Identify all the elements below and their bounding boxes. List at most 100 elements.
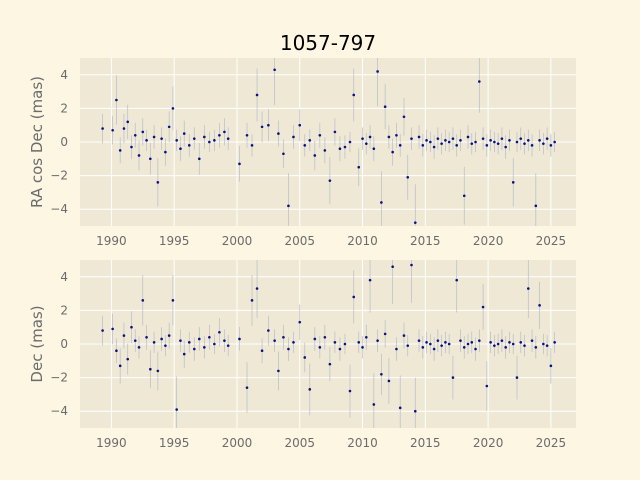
dec-data-point <box>538 304 541 307</box>
dec-data-point <box>459 339 462 342</box>
dec-data-point <box>455 278 459 282</box>
dec-x-tick-label: 2010 <box>347 436 378 450</box>
ra-data-point <box>303 144 307 147</box>
ra-data-point <box>197 157 201 161</box>
ra-data-point <box>167 125 171 129</box>
dec-data-point <box>149 367 152 371</box>
dec-data-point <box>417 339 421 342</box>
ra-data-point <box>133 133 137 137</box>
dec-data-point <box>115 349 118 353</box>
ra-x-tick-label: 1990 <box>96 234 127 248</box>
ra-data-point <box>343 145 347 149</box>
dec-data-point <box>481 305 485 309</box>
ra-data-point <box>421 144 425 147</box>
ra-data-point <box>187 144 191 147</box>
dec-x-tick-label: 2020 <box>473 436 504 450</box>
dec-data-point <box>508 341 511 344</box>
dec-y-ticks: −4 −2 0 2 4 <box>50 270 68 418</box>
dec-data-point <box>167 334 171 337</box>
ra-y-tick-label: 0 <box>60 135 68 149</box>
ra-data-point <box>387 135 391 139</box>
dec-data-point <box>179 339 182 342</box>
dec-data-point <box>545 344 549 347</box>
ra-data-point <box>255 93 259 97</box>
ra-data-point <box>323 149 327 152</box>
ra-data-point <box>352 93 356 97</box>
ra-data-point <box>145 139 148 142</box>
dec-data-point <box>111 327 114 331</box>
ra-data-point <box>523 142 526 145</box>
dec-data-point <box>292 341 295 344</box>
ra-y-tick-label: 4 <box>60 68 68 82</box>
dec-data-point <box>395 347 398 351</box>
ra-data-point <box>466 135 470 139</box>
ra-data-point <box>149 157 152 161</box>
dec-data-point <box>553 341 556 344</box>
dec-data-point <box>145 335 148 339</box>
dec-data-point <box>466 342 470 346</box>
ra-data-point <box>425 139 428 142</box>
ra-data-point <box>171 107 175 110</box>
dec-data-point <box>398 406 402 410</box>
dec-data-point <box>515 376 519 379</box>
ra-data-point <box>508 139 511 142</box>
dec-data-point <box>432 347 436 351</box>
ra-data-point <box>485 144 489 147</box>
dec-data-point <box>549 364 553 368</box>
dec-data-point <box>534 346 538 349</box>
dec-data-point <box>182 352 186 356</box>
ra-data-point <box>213 139 216 142</box>
dec-data-point <box>277 369 280 373</box>
dec-data-point <box>313 337 317 341</box>
ra-x-tick-label: 2015 <box>410 234 441 248</box>
dec-data-point <box>282 335 285 339</box>
ra-data-point <box>208 140 211 144</box>
dec-data-point <box>368 278 372 282</box>
ra-data-point <box>282 152 285 156</box>
dec-data-point <box>410 263 413 267</box>
dec-data-point <box>130 325 133 329</box>
ra-data-point <box>515 140 519 144</box>
dec-x-ticks: 1990 1995 2000 2005 2010 2015 2020 2025 <box>96 436 566 450</box>
dec-y-axis-label: Dec (mas) <box>28 305 46 382</box>
chart-title: 1057-797 <box>280 31 376 55</box>
dec-data-point <box>137 346 141 349</box>
dec-data-point <box>462 346 466 349</box>
ra-data-point <box>156 181 160 184</box>
ra-data-point <box>308 139 312 142</box>
ra-y-tick-label: −4 <box>50 202 68 216</box>
dec-data-point <box>164 344 167 347</box>
ra-data-point <box>542 142 545 145</box>
ra-data-point <box>553 140 556 144</box>
dec-data-point <box>226 344 230 347</box>
ra-data-point <box>226 137 230 140</box>
dec-data-point <box>444 341 447 344</box>
dec-data-point <box>260 349 264 353</box>
ra-data-point <box>126 120 130 124</box>
dec-data-point <box>126 357 130 361</box>
ra-data-point <box>111 128 114 132</box>
ra-data-point <box>376 70 379 73</box>
ra-data-point <box>160 137 163 140</box>
dec-data-point <box>496 342 500 346</box>
dec-data-point <box>511 342 515 346</box>
dec-data-point <box>175 408 178 411</box>
dec-grid <box>80 260 576 428</box>
ra-data-point <box>459 139 462 142</box>
dec-y-tick-label: 4 <box>60 270 68 284</box>
ra-data-point <box>333 130 337 134</box>
dec-data-point <box>267 329 270 332</box>
ra-data-point <box>474 140 477 144</box>
ra-data-point <box>357 165 361 169</box>
dec-data-point <box>526 287 530 290</box>
ra-data-point <box>292 135 295 139</box>
dec-data-point <box>298 320 302 324</box>
ra-data-point <box>436 137 440 140</box>
ra-data-point <box>115 98 118 102</box>
dec-data-point <box>187 341 191 344</box>
dec-data-point <box>308 388 312 391</box>
ra-data-point <box>152 135 156 139</box>
dec-data-point <box>328 362 332 366</box>
dec-data-point <box>238 337 241 341</box>
dec-data-point <box>338 347 342 351</box>
